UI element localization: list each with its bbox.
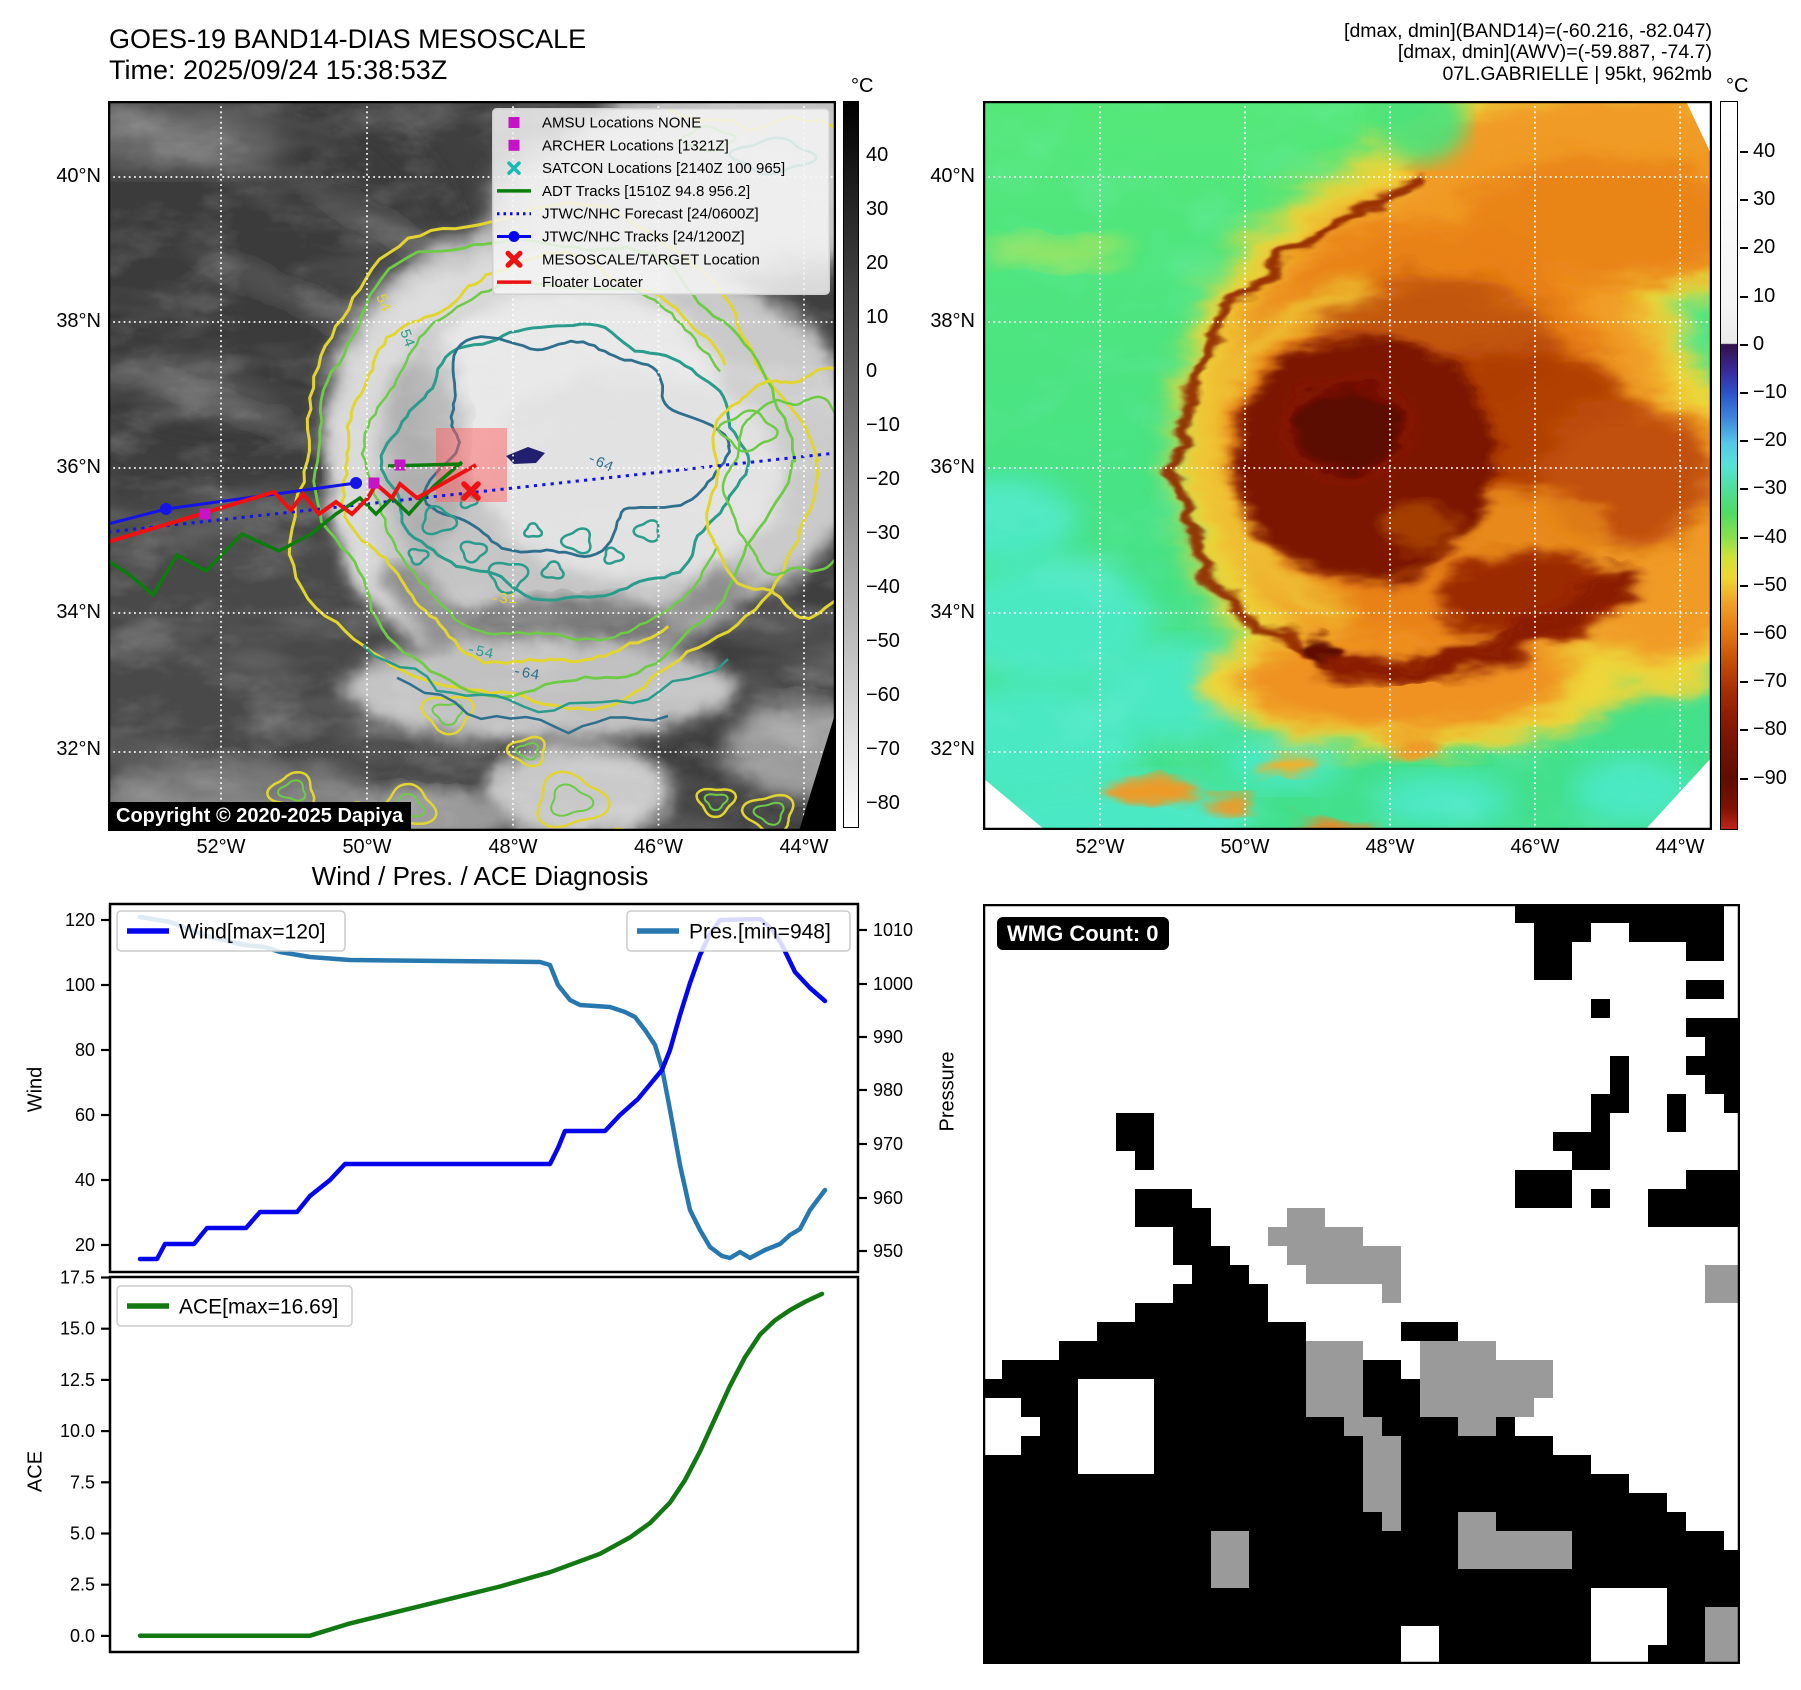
svg-text:1010: 1010	[873, 920, 913, 940]
svg-text:AMSU Locations NONE: AMSU Locations NONE	[542, 115, 701, 132]
svg-text:17.5: 17.5	[60, 1268, 95, 1288]
svg-text:ACE[max=16.69]: ACE[max=16.69]	[179, 1296, 338, 1319]
svg-text:100: 100	[65, 975, 95, 995]
svg-text:60: 60	[75, 1105, 95, 1125]
svg-text:Pres.[min=948]: Pres.[min=948]	[689, 921, 831, 944]
svg-text:7.5: 7.5	[70, 1472, 95, 1492]
svg-text:-54: -54	[465, 641, 495, 663]
svg-text:120: 120	[65, 910, 95, 930]
svg-text:JTWC/NHC Forecast [24/0600Z]: JTWC/NHC Forecast [24/0600Z]	[542, 206, 759, 223]
svg-text:5.0: 5.0	[70, 1524, 95, 1544]
svg-text:10.0: 10.0	[60, 1421, 95, 1441]
svg-text:ADT Tracks [1510Z 94.8 956.2]: ADT Tracks [1510Z 94.8 956.2]	[542, 183, 750, 200]
svg-text:20: 20	[75, 1235, 95, 1255]
svg-text:Wind[max=120]: Wind[max=120]	[179, 921, 326, 944]
svg-text:40: 40	[75, 1170, 95, 1190]
svg-text:2.5: 2.5	[70, 1575, 95, 1595]
svg-text:1000: 1000	[873, 974, 913, 994]
svg-text:-64: -64	[511, 663, 541, 684]
svg-text:960: 960	[873, 1188, 903, 1208]
svg-text:980: 980	[873, 1080, 903, 1100]
svg-text:54: 54	[371, 292, 394, 315]
svg-text:54: 54	[395, 327, 417, 350]
svg-text:950: 950	[873, 1241, 903, 1261]
svg-text:80: 80	[75, 1040, 95, 1060]
svg-text:ARCHER Locations [1321Z]: ARCHER Locations [1321Z]	[542, 137, 729, 154]
svg-text:0.0: 0.0	[70, 1626, 95, 1646]
svg-text:970: 970	[873, 1134, 903, 1154]
svg-text:990: 990	[873, 1027, 903, 1047]
svg-text:SATCON Locations [2140Z 100 96: SATCON Locations [2140Z 100 965]	[542, 160, 785, 177]
svg-text:15.0: 15.0	[60, 1319, 95, 1339]
svg-text:12.5: 12.5	[60, 1370, 95, 1390]
svg-text:Floater Locater: Floater Locater	[542, 274, 643, 291]
svg-text:-31: -31	[490, 591, 517, 608]
svg-text:JTWC/NHC Tracks [24/1200Z]: JTWC/NHC Tracks [24/1200Z]	[542, 229, 745, 246]
svg-text:MESOSCALE/TARGET Location: MESOSCALE/TARGET Location	[542, 251, 760, 268]
